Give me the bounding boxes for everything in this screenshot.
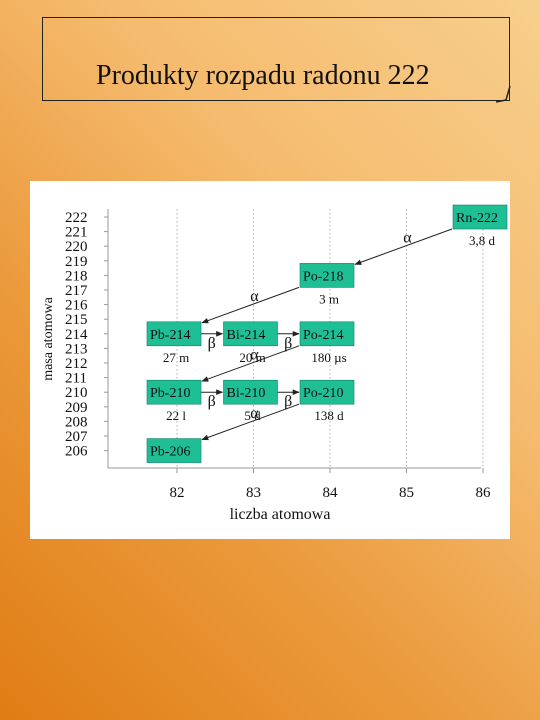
nuclide-label: Bi-214 xyxy=(227,328,266,343)
x-tick-label: 83 xyxy=(246,485,261,501)
nuclide-label: Po-210 xyxy=(303,386,343,401)
decay-mode-label: β xyxy=(284,393,292,410)
y-tick-label: 209 xyxy=(65,400,88,416)
y-tick-label: 219 xyxy=(65,254,88,270)
y-tick-label: 213 xyxy=(65,341,88,357)
y-tick-label: 215 xyxy=(65,312,88,328)
nuclide-box-rn-222: Rn-222 xyxy=(452,204,508,230)
y-tick-label: 214 xyxy=(65,327,88,343)
nuclide-label: Pb-214 xyxy=(150,328,190,343)
y-tick-label: 211 xyxy=(65,371,87,387)
y-tick-label: 220 xyxy=(65,239,88,255)
x-tick-label: 86 xyxy=(476,485,492,501)
x-tick-label: 85 xyxy=(399,485,414,501)
y-tick-label: 207 xyxy=(65,429,88,445)
y-tick-label: 221 xyxy=(65,225,88,241)
half-life-label: 180 µs xyxy=(311,350,346,365)
decay-mode-label: α xyxy=(403,230,412,247)
half-life-label: 3,8 d xyxy=(469,233,496,248)
x-tick-label: 84 xyxy=(323,485,339,501)
decay-arrow-alpha xyxy=(354,228,453,265)
half-life-label: 22 l xyxy=(166,408,186,423)
nuclide-box-fill xyxy=(146,438,202,463)
nuclide-box-po-210: Po-210 xyxy=(299,379,355,405)
nuclide-box-pb-206: Pb-206 xyxy=(146,438,202,463)
decay-mode-label: β xyxy=(208,335,216,352)
nuclide-box-fill xyxy=(452,204,508,230)
decay-mode-label: β xyxy=(284,335,292,352)
title-frame-corner-fold xyxy=(496,86,511,103)
decay-mode-label: α xyxy=(250,288,259,305)
nuclide-label: Po-218 xyxy=(303,269,343,284)
nuclide-label: Pb-206 xyxy=(150,445,190,460)
nuclide-box-po-214: Po-214 xyxy=(299,321,355,347)
decay-mode-label: α xyxy=(250,347,259,364)
decay-mode-label: β xyxy=(208,393,216,410)
y-tick-label: 216 xyxy=(65,298,88,314)
nuclide-box-fill xyxy=(299,263,355,288)
nuclide-box-bi-210: Bi-210 xyxy=(223,379,278,405)
y-tick-label: 208 xyxy=(65,414,88,430)
title-frame xyxy=(42,17,510,101)
x-axis-label: liczba atomowa xyxy=(230,506,331,523)
x-tick-label: 82 xyxy=(170,485,185,501)
nuclide-box-fill xyxy=(223,321,278,347)
nuclide-label: Pb-210 xyxy=(150,386,190,401)
half-life-label: 138 d xyxy=(314,408,344,423)
decay-chart-panel: 82 83 84 85 86 222 221 220 219 218 217 216 215 214 213… xyxy=(30,181,510,539)
nuclide-box-pb-214: Pb-214 xyxy=(146,321,202,347)
nuclide-box-fill xyxy=(146,379,202,405)
slide-title: Produkty rozpadu radonu 222 xyxy=(96,60,430,91)
y-tick-label: 217 xyxy=(65,283,88,299)
y-tick-label: 210 xyxy=(65,385,88,401)
decay-arrow-alpha xyxy=(201,345,300,382)
nuclide-box-fill xyxy=(299,321,355,347)
nuclide-label: Rn-222 xyxy=(456,211,498,226)
nuclide-box-fill xyxy=(146,321,202,347)
y-tick-label: 218 xyxy=(65,268,88,284)
half-life-label: 27 m xyxy=(163,350,189,365)
nuclide-box-pb-210: Pb-210 xyxy=(146,379,202,405)
nuclide-box-po-218: Po-218 xyxy=(299,263,355,288)
y-tick-label: 206 xyxy=(65,444,88,460)
half-life-label: 5 d xyxy=(244,408,261,423)
nuclide-box-bi-214: Bi-214 xyxy=(223,321,278,347)
decay-arrow-alpha xyxy=(201,403,300,441)
nuclide-label: Po-214 xyxy=(303,328,343,343)
y-tick-label: 212 xyxy=(65,356,88,372)
half-life-label: 3 m xyxy=(319,291,339,306)
decay-chart: 82 83 84 85 86 222221220219218217216215214213… xyxy=(41,204,508,523)
decay-mode-label: α xyxy=(250,405,259,422)
nuclide-label: Bi-210 xyxy=(227,386,266,401)
y-tick-label: 222 xyxy=(65,210,88,226)
decay-arrow-alpha xyxy=(201,286,300,324)
nuclide-box-fill xyxy=(299,379,355,405)
nuclide-box-fill xyxy=(223,379,278,405)
y-axis-label: masa atomowa xyxy=(41,296,56,380)
half-life-label: 20 m xyxy=(239,350,265,365)
